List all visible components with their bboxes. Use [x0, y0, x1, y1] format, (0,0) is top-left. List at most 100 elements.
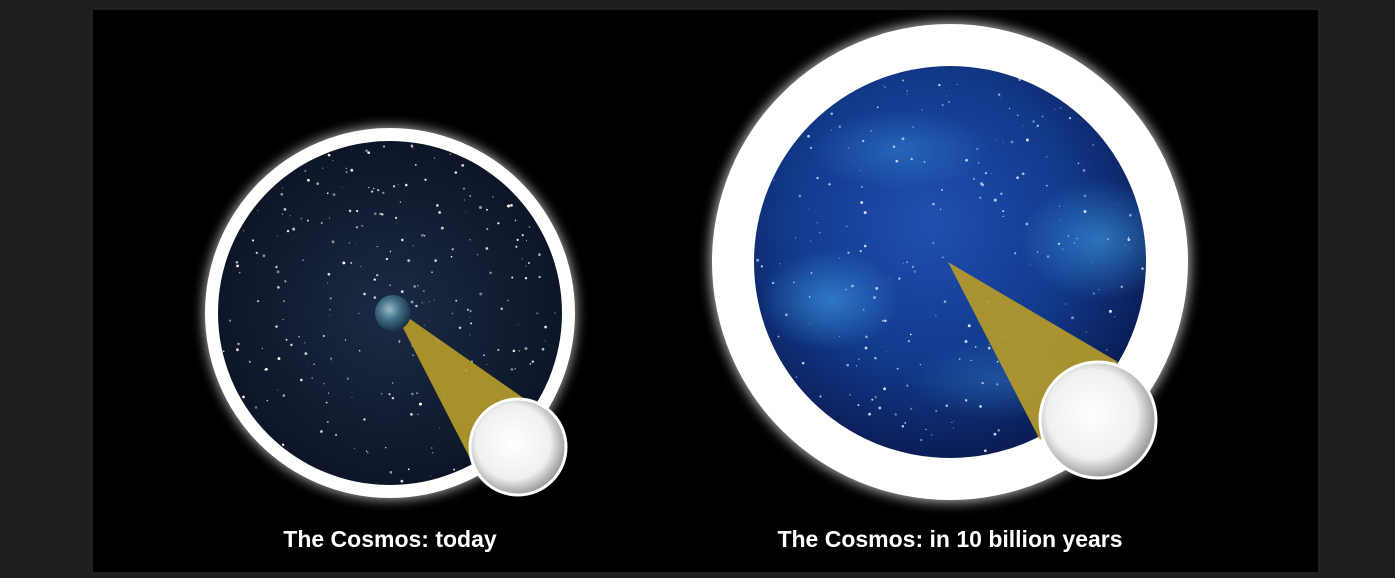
star: [819, 395, 821, 397]
star: [984, 449, 987, 452]
star: [810, 241, 811, 242]
star: [257, 210, 258, 211]
star: [376, 274, 378, 276]
star: [252, 239, 254, 241]
star: [356, 210, 358, 212]
star: [1093, 293, 1095, 295]
star: [953, 427, 954, 428]
star: [470, 310, 472, 312]
star: [328, 273, 331, 276]
star: [436, 204, 439, 207]
star: [1026, 223, 1029, 226]
star: [979, 197, 981, 199]
star: [510, 204, 513, 207]
star: [236, 261, 239, 264]
star: [985, 172, 987, 174]
star: [894, 413, 896, 415]
star: [329, 218, 330, 219]
star: [948, 101, 950, 103]
star: [828, 183, 830, 185]
star: [795, 238, 796, 239]
star: [367, 151, 370, 154]
star: [998, 93, 1000, 95]
star: [989, 344, 990, 345]
star: [367, 452, 369, 454]
star: [393, 185, 395, 187]
star: [858, 358, 859, 359]
star: [417, 285, 418, 286]
star: [422, 302, 423, 303]
star: [332, 240, 335, 243]
star: [906, 90, 908, 92]
star: [335, 434, 337, 436]
star: [1129, 214, 1131, 216]
star: [1037, 125, 1039, 127]
star: [997, 361, 999, 363]
star: [354, 448, 355, 449]
star: [860, 250, 862, 252]
caption: The Cosmos: today: [283, 526, 497, 552]
star: [349, 210, 352, 213]
star: [497, 222, 499, 224]
star: [873, 296, 876, 299]
star: [461, 164, 464, 167]
star: [400, 480, 403, 483]
star: [954, 420, 955, 421]
star: [1046, 156, 1047, 157]
star: [868, 413, 871, 416]
star: [371, 190, 373, 192]
star: [1000, 97, 1001, 98]
star: [1016, 176, 1019, 179]
star: [554, 312, 555, 313]
star: [831, 130, 832, 131]
star: [277, 235, 278, 236]
star: [959, 358, 961, 360]
star: [893, 146, 895, 148]
star: [979, 405, 982, 408]
star: [863, 309, 865, 311]
star: [492, 196, 493, 197]
star: [368, 187, 369, 188]
star: [359, 350, 361, 352]
star: [483, 354, 485, 356]
star: [518, 324, 519, 325]
star: [236, 264, 239, 267]
star: [538, 253, 541, 256]
star: [431, 447, 432, 448]
star: [313, 363, 315, 365]
star: [1030, 265, 1031, 266]
star: [223, 350, 225, 352]
star: [323, 383, 325, 385]
star: [438, 211, 441, 214]
star: [277, 390, 278, 391]
star: [526, 240, 527, 241]
star: [1058, 243, 1060, 245]
star: [377, 189, 379, 191]
star: [349, 242, 350, 243]
star: [839, 125, 842, 128]
star: [848, 148, 849, 149]
star: [907, 94, 908, 95]
star: [864, 245, 867, 248]
star: [452, 248, 454, 250]
star: [515, 246, 517, 248]
star: [904, 422, 906, 424]
star: [322, 168, 323, 169]
star: [330, 315, 331, 316]
star: [390, 251, 392, 253]
star: [501, 308, 503, 310]
star: [1107, 238, 1109, 240]
star: [307, 363, 308, 364]
horizon-lens: [470, 399, 566, 495]
star: [1117, 204, 1118, 205]
star: [434, 299, 435, 300]
star: [978, 162, 980, 164]
star: [874, 396, 876, 398]
star: [283, 319, 284, 320]
star: [507, 300, 508, 301]
star: [1098, 289, 1099, 290]
star: [982, 382, 984, 384]
star: [382, 192, 384, 194]
star: [845, 289, 847, 291]
star: [871, 399, 873, 401]
